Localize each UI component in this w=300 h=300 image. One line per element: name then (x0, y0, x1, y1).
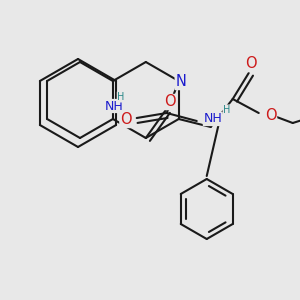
Text: N: N (175, 74, 186, 89)
Text: NH: NH (104, 100, 123, 112)
Text: O: O (164, 94, 176, 110)
Text: H: H (117, 92, 124, 102)
Text: O: O (120, 112, 131, 128)
Text: H: H (223, 105, 230, 115)
Text: O: O (245, 56, 256, 71)
Text: O: O (265, 107, 277, 122)
Text: NH: NH (203, 112, 222, 125)
